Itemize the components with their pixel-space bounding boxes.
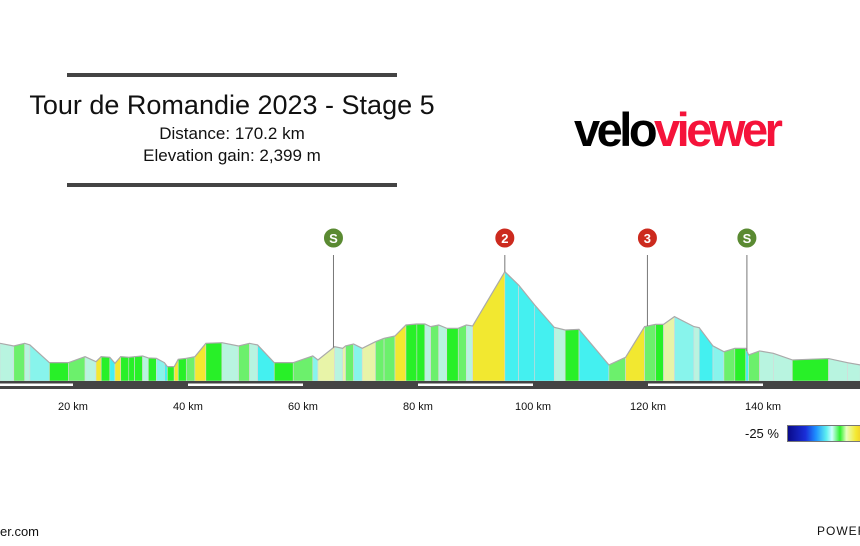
profile-segment bbox=[424, 323, 431, 382]
profile-segment bbox=[24, 342, 31, 382]
profile-segment bbox=[663, 316, 675, 382]
profile-segment bbox=[205, 342, 223, 382]
profile-segment bbox=[383, 335, 396, 382]
profile-segment bbox=[693, 326, 700, 382]
marker-label: 3 bbox=[644, 231, 651, 246]
title-rule-bottom bbox=[67, 183, 397, 187]
profile-segment bbox=[465, 324, 473, 382]
profile-segment bbox=[49, 362, 69, 382]
veloviewer-logo: veloviewer bbox=[574, 102, 783, 157]
profile-segment bbox=[792, 358, 829, 382]
x-tick-label: 60 km bbox=[288, 401, 318, 413]
profile-segment bbox=[394, 324, 407, 382]
profile-segment bbox=[128, 356, 135, 382]
title-rule-top bbox=[67, 73, 397, 77]
profile-segment bbox=[375, 337, 385, 382]
profile-outline bbox=[0, 270, 860, 368]
profile-segment bbox=[416, 323, 426, 382]
profile-segment bbox=[13, 342, 26, 382]
profile-segment bbox=[167, 366, 175, 382]
x-tick-label: 120 km bbox=[630, 401, 666, 413]
elevation-profile-chart: 20 km 40 km 60 km 80 km 100 km 120 km 140 km S 2… bbox=[0, 227, 860, 413]
x-tick-label: 20 km bbox=[58, 401, 88, 413]
profile-segment bbox=[194, 342, 207, 382]
distance-bar-dash bbox=[0, 383, 74, 386]
footer-powered-by: POWERE bbox=[817, 524, 860, 538]
profile-segment bbox=[317, 346, 335, 382]
distance-bar-dash bbox=[188, 383, 303, 386]
profile-segment bbox=[405, 323, 418, 382]
profile-segment bbox=[134, 355, 143, 382]
profile-segment bbox=[353, 343, 363, 382]
x-tick-label: 40 km bbox=[173, 401, 203, 413]
sprint-marker-icon bbox=[322, 227, 344, 249]
profile-segment bbox=[759, 350, 774, 382]
profile-segment bbox=[342, 345, 346, 382]
profile-segment bbox=[185, 356, 196, 382]
profile-segment bbox=[249, 342, 258, 382]
profile-segment bbox=[723, 347, 736, 382]
profile-segment bbox=[446, 328, 459, 382]
distance-bar-dash bbox=[648, 383, 763, 386]
profile-segment bbox=[518, 284, 536, 382]
distance-bar-dash bbox=[418, 383, 533, 386]
profile-segment bbox=[177, 357, 187, 382]
climb-marker-icon bbox=[636, 227, 658, 249]
profile-segment bbox=[472, 270, 506, 382]
profile-segment bbox=[430, 324, 440, 382]
profile-segment bbox=[438, 324, 448, 382]
profile-segment bbox=[257, 344, 275, 382]
profile-segment bbox=[674, 316, 695, 382]
gradient-legend-min-label: -25 % bbox=[745, 426, 779, 441]
profile-segment bbox=[553, 326, 566, 382]
x-tick-label: 80 km bbox=[403, 401, 433, 413]
profile-segment bbox=[238, 342, 250, 382]
profile-segment bbox=[847, 362, 860, 382]
profile-segment bbox=[644, 323, 656, 382]
x-tick-label: 140 km bbox=[745, 401, 781, 413]
logo-viewer: viewer bbox=[654, 103, 783, 156]
profile-segment bbox=[655, 324, 664, 382]
stage-title: Tour de Romandie 2023 - Stage 5 bbox=[29, 90, 435, 120]
profile-segment bbox=[345, 343, 354, 382]
profile-segment bbox=[120, 356, 130, 382]
profile-segment bbox=[273, 362, 294, 382]
marker-label: 2 bbox=[501, 231, 508, 246]
logo-velo: velo bbox=[574, 103, 658, 156]
profile-segment bbox=[564, 329, 580, 382]
gradient-legend-bar bbox=[787, 425, 860, 442]
profile-segment bbox=[142, 355, 149, 382]
stage-elevation-gain: Elevation gain: 2,399 m bbox=[143, 146, 321, 165]
profile-segment bbox=[773, 352, 793, 382]
profile-segment bbox=[334, 346, 343, 382]
profile-segment bbox=[68, 356, 86, 382]
profile-segment bbox=[457, 324, 467, 382]
profile-segment bbox=[504, 270, 519, 382]
profile-segment bbox=[578, 328, 610, 382]
marker-label: S bbox=[743, 231, 752, 246]
profile-segment bbox=[734, 348, 747, 382]
profile-segment bbox=[148, 357, 157, 382]
sprint-marker-icon bbox=[736, 227, 758, 249]
profile-segment bbox=[29, 344, 50, 382]
footer-url: er.com bbox=[0, 524, 40, 539]
marker-label: S bbox=[329, 231, 338, 246]
profile-segment bbox=[100, 356, 111, 382]
stage-distance: Distance: 170.2 km bbox=[159, 124, 305, 143]
profile-segment bbox=[221, 342, 239, 382]
profile-segment bbox=[698, 326, 714, 382]
climb-marker-icon bbox=[494, 227, 516, 249]
profile-segment bbox=[748, 350, 760, 382]
x-tick-label: 100 km bbox=[515, 401, 551, 413]
profile-segment bbox=[0, 343, 15, 382]
